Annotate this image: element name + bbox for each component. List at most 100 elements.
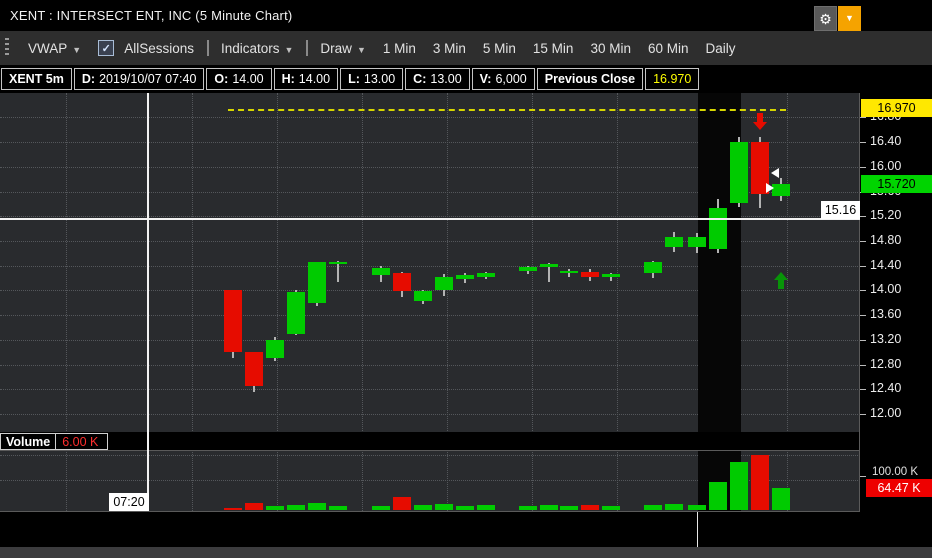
timeframe-button-30-min[interactable]: 30 Min [590, 40, 631, 56]
price-axis-label: 14.40 [870, 258, 902, 272]
timeframe-button-60-min[interactable]: 60 Min [647, 40, 689, 56]
pane-border [0, 450, 860, 451]
window-bottom-strip [0, 547, 932, 558]
crosshair-time-badge: 07:20 [109, 493, 149, 511]
volume-label: Volume [6, 434, 51, 449]
volume-bar [224, 508, 242, 510]
volume-bar [372, 506, 390, 510]
window-options-button[interactable]: ▼ [838, 6, 861, 31]
candle-body [372, 268, 390, 275]
candle-body [224, 290, 242, 352]
volume-bar [245, 503, 263, 510]
price-axis-label: 15.20 [870, 208, 902, 222]
axis-border [859, 93, 860, 511]
candle-body [581, 272, 599, 277]
candle-body [435, 277, 453, 290]
vwap-dropdown[interactable]: VWAP ▼ [28, 40, 82, 56]
gridline-vertical [362, 93, 363, 511]
current-volume-badge: 64.47 K [866, 479, 932, 497]
volume-bar [329, 506, 347, 510]
price-axis-label: 16.40 [870, 134, 902, 148]
volume-label-strip: Volume 6.00 K [0, 432, 860, 450]
candle-body [665, 237, 683, 247]
drag-grip-icon[interactable] [5, 38, 9, 58]
gridline-horizontal [0, 480, 860, 481]
price-axis-tick [860, 117, 866, 118]
price-axis-label: 12.40 [870, 381, 902, 395]
title-bar: XENT : INTERSECT ENT, INC (5 Minute Char… [0, 0, 932, 31]
gridline-horizontal [0, 389, 860, 390]
candle-body [393, 273, 411, 291]
gridline-horizontal [0, 216, 860, 217]
databar-field-l: L: 13.00 [340, 68, 404, 90]
volume-bar [751, 455, 769, 510]
last-price-axis-badge: 15.720 [861, 175, 932, 193]
databar-field-d: D: 2019/10/07 07:40 [73, 68, 205, 90]
candle-body [287, 292, 305, 334]
chevron-down-icon: ▼ [845, 13, 854, 23]
window-title: XENT : INTERSECT ENT, INC (5 Minute Char… [10, 8, 293, 23]
volume-bar [665, 504, 683, 510]
price-axis-tick [860, 216, 866, 217]
volume-bar [772, 488, 790, 510]
volume-bar [581, 505, 599, 510]
timeframe-button-daily[interactable]: Daily [705, 40, 736, 56]
gridline-vertical [787, 93, 788, 511]
session-divider-line [697, 512, 698, 547]
indicators-dropdown[interactable]: Indicators ▼ [220, 40, 294, 56]
chevron-down-icon: ▼ [72, 44, 82, 55]
volume-bar [730, 462, 748, 510]
price-axis[interactable] [860, 93, 932, 547]
order-fill-right-triangle-icon [766, 183, 774, 193]
price-axis-label: 16.00 [870, 159, 902, 173]
candle-body [477, 273, 495, 277]
candle-wick [610, 273, 612, 281]
volume-bar [540, 505, 558, 510]
price-axis-tick [860, 414, 866, 415]
candle-body [644, 262, 662, 273]
price-axis-tick [860, 266, 866, 267]
timeframe-button-3-min[interactable]: 3 Min [432, 40, 466, 56]
price-axis-tick [860, 340, 866, 341]
candle-body [560, 271, 578, 273]
check-icon: ✓ [101, 42, 111, 55]
databar-field-o: O: 14.00 [206, 68, 272, 90]
candle-body [772, 184, 790, 196]
timeframe-button-5-min[interactable]: 5 Min [482, 40, 516, 56]
volume-bar [519, 506, 537, 510]
candle-body [751, 142, 769, 194]
gridline-horizontal [0, 315, 860, 316]
draw-dropdown[interactable]: Draw ▼ [320, 40, 366, 56]
quote-data-bar: XENT 5m D: 2019/10/07 07:40 O: 14.00 H: 14.00… [0, 65, 932, 93]
volume-bar [456, 506, 474, 510]
chevron-down-icon: ▼ [356, 44, 366, 55]
gridline-horizontal [0, 266, 860, 267]
volume-bar [414, 505, 432, 510]
gridline-horizontal [0, 340, 860, 341]
timeframe-button-15-min[interactable]: 15 Min [532, 40, 574, 56]
candle-wick [568, 269, 570, 277]
crosshair-vertical-line [147, 93, 149, 511]
price-axis-label: 13.20 [870, 332, 902, 346]
candle-body [730, 142, 748, 203]
all-sessions-checkbox[interactable]: ✓ [98, 40, 115, 56]
candle-body [266, 340, 284, 358]
order-fill-left-triangle-icon [771, 168, 779, 178]
volume-bar [287, 505, 305, 510]
volume-axis-tick-label: 100.00 K [872, 466, 919, 478]
gridline-horizontal [0, 192, 860, 193]
timeframe-button-1-min[interactable]: 1 Min [382, 40, 416, 56]
gridline-vertical [532, 93, 533, 511]
price-axis-label: 14.00 [870, 282, 902, 296]
price-axis-tick [860, 290, 866, 291]
settings-button[interactable]: ⚙ [814, 6, 837, 31]
candle-body [456, 275, 474, 279]
chart-toolbar: VWAP ▼ ✓ AllSessions Indicators ▼ Draw ▼ 1 … [0, 31, 932, 65]
volume-bar [266, 506, 284, 510]
volume-axis-tick [860, 476, 866, 477]
volume-bar [688, 505, 706, 510]
time-axis[interactable]: 07:0007:3007:5008:1008:3008:5009:1009:30… [0, 512, 932, 547]
candle-body [414, 291, 432, 301]
all-sessions-label: AllSessions [124, 40, 194, 56]
